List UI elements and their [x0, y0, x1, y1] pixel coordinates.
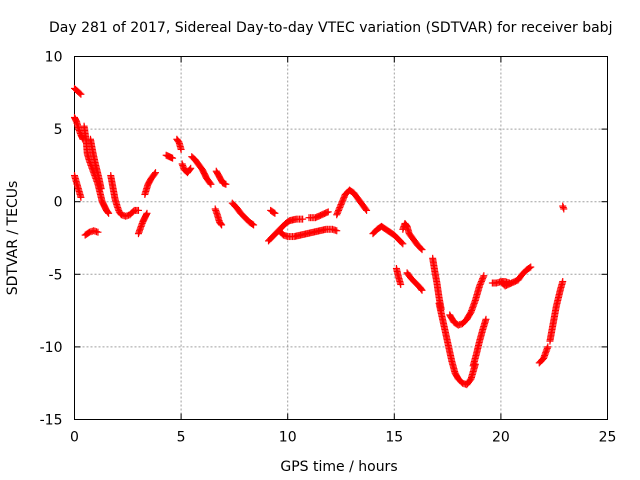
data-point [152, 169, 160, 177]
data-point [186, 165, 194, 173]
y-tick-label: 10 [45, 50, 63, 66]
data-point [250, 221, 258, 229]
data-point [217, 220, 225, 228]
data-point [559, 278, 567, 286]
data-point [560, 205, 568, 213]
data-point [362, 205, 370, 213]
data-point [77, 193, 85, 201]
data-point [94, 228, 102, 236]
axis-ticks [74, 56, 608, 420]
y-tick-label: -15 [40, 413, 63, 429]
data-point [177, 145, 185, 153]
data-point [482, 315, 490, 323]
data-point [97, 185, 105, 193]
chart-title: Day 281 of 2017, Sidereal Day-to-day VTE… [49, 20, 612, 36]
data-point [104, 208, 112, 216]
data-point [207, 180, 215, 188]
y-axis-label: SDTVAR / TECUs [5, 181, 21, 296]
y-tick-label: 0 [54, 195, 63, 211]
x-axis-label: GPS time / hours [280, 459, 397, 475]
x-tick-label: 0 [70, 430, 79, 446]
y-tick-label: 5 [54, 122, 63, 138]
data-point [418, 246, 426, 254]
x-tick-labels: 0 5 10 15 20 25 [70, 430, 616, 446]
x-tick-label: 10 [279, 430, 297, 446]
data-point [324, 208, 332, 216]
x-tick-label: 20 [492, 430, 510, 446]
data-point [187, 164, 195, 172]
data-point [249, 220, 257, 228]
data-point [363, 206, 371, 214]
x-tick-label: 25 [599, 430, 617, 446]
data-point [151, 170, 159, 178]
data-point [479, 273, 487, 281]
data-point [333, 227, 341, 235]
data-point [270, 209, 278, 217]
data-point [76, 89, 84, 97]
data-point [397, 280, 405, 288]
data-point [105, 209, 113, 217]
data-point [418, 286, 426, 294]
x-tick-label: 15 [385, 430, 403, 446]
data-point [218, 221, 226, 229]
data-points [71, 84, 568, 389]
data-point [417, 245, 425, 253]
data-point [417, 285, 425, 293]
plot-frame [74, 56, 608, 420]
data-point [206, 179, 214, 187]
data-point [77, 90, 85, 98]
data-point [134, 206, 142, 214]
data-point [398, 239, 406, 247]
grid [74, 56, 608, 420]
data-point [222, 180, 230, 188]
data-point [480, 272, 488, 280]
data-point [143, 209, 151, 217]
data-point [399, 240, 407, 248]
data-point [169, 154, 177, 162]
data-point [526, 264, 534, 272]
data-point [271, 209, 279, 217]
data-point [527, 263, 535, 271]
data-point [299, 215, 307, 223]
y-tick-labels: -15 -10 -5 0 5 10 [40, 50, 63, 429]
x-tick-label: 5 [177, 430, 186, 446]
y-tick-label: -5 [49, 267, 63, 283]
y-tick-label: -10 [40, 340, 63, 356]
data-point [544, 343, 552, 351]
